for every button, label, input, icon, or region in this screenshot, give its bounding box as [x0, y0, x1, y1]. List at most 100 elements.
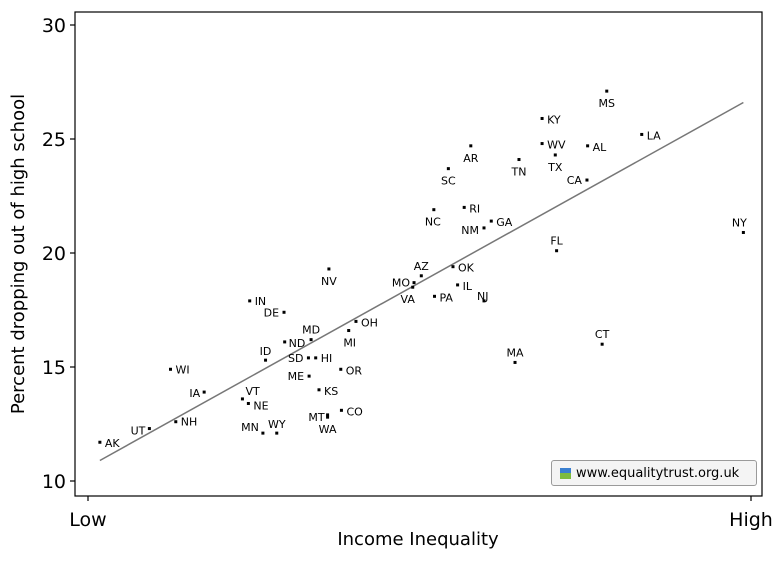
data-label-or: OR	[346, 364, 363, 377]
x-tick-label: High	[729, 509, 773, 531]
data-point-id	[264, 358, 268, 362]
data-label-wy: WY	[268, 418, 286, 431]
data-point-sc	[446, 167, 450, 171]
data-point-nh	[174, 420, 178, 424]
data-label-fl: FL	[550, 235, 563, 248]
data-point-hi	[314, 356, 318, 360]
data-point-nj	[482, 299, 486, 303]
data-point-ky	[540, 116, 544, 120]
data-label-ky: KY	[547, 113, 561, 126]
data-label-de: DE	[264, 306, 279, 319]
data-label-ri: RI	[469, 202, 480, 215]
data-point-nc	[432, 208, 436, 212]
data-point-wi	[169, 367, 172, 371]
y-tick-label: 15	[42, 357, 66, 379]
data-label-va: VA	[401, 293, 416, 306]
data-point-ak	[98, 440, 102, 444]
data-label-ar: AR	[463, 152, 479, 165]
data-label-mi: MI	[343, 337, 356, 350]
data-point-md	[309, 338, 313, 342]
data-label-vt: VT	[245, 385, 260, 398]
data-label-nm: NM	[461, 224, 479, 237]
data-point-de	[282, 310, 286, 314]
data-label-md: MD	[302, 324, 320, 337]
data-point-mt	[326, 413, 330, 417]
data-point-va	[411, 285, 415, 289]
x-axis-title: Income Inequality	[337, 529, 499, 550]
data-point-mi	[347, 329, 351, 333]
y-axis-title: Percent dropping out of high school	[8, 94, 29, 414]
data-point-sd	[306, 356, 310, 360]
plot-frame	[74, 11, 763, 497]
data-point-az	[419, 274, 423, 278]
data-label-ks: KS	[324, 385, 338, 398]
data-label-co: CO	[346, 405, 363, 418]
data-point-ny	[741, 230, 745, 234]
data-point-il	[456, 283, 460, 287]
data-point-ne	[246, 401, 250, 405]
data-label-wa: WA	[319, 423, 337, 436]
data-label-tx: TX	[547, 161, 563, 174]
x-tick-label: Low	[69, 509, 106, 531]
data-label-la: LA	[647, 129, 661, 142]
data-label-sc: SC	[441, 175, 456, 188]
data-label-al: AL	[593, 141, 608, 154]
data-label-wi: WI	[176, 363, 190, 376]
y-tick-label: 25	[42, 129, 66, 151]
data-label-pa: PA	[440, 291, 454, 304]
data-point-ar	[469, 144, 473, 148]
data-label-ms: MS	[599, 97, 615, 110]
data-point-vt	[240, 397, 244, 401]
source-badge: www.equalitytrust.org.uk	[551, 460, 757, 486]
data-point-me	[307, 374, 311, 378]
data-label-hi: HI	[321, 352, 333, 365]
data-point-pa	[433, 294, 436, 298]
y-tick-label: 20	[42, 243, 66, 265]
data-label-nd: ND	[289, 337, 306, 350]
data-label-sd: SD	[288, 352, 303, 365]
data-label-tn: TN	[511, 166, 527, 179]
data-label-ga: GA	[496, 216, 513, 229]
data-point-ok	[451, 265, 455, 269]
data-label-mo: MO	[392, 277, 410, 290]
data-point-tx	[553, 153, 557, 157]
equality-trust-logo-icon	[560, 467, 571, 479]
source-url: www.equalitytrust.org.uk	[576, 465, 740, 481]
data-label-me: ME	[288, 370, 304, 383]
data-point-ks	[317, 388, 321, 392]
data-label-az: AZ	[414, 260, 430, 273]
data-point-wv	[540, 142, 544, 146]
data-point-fl	[555, 249, 559, 253]
data-point-nv	[327, 267, 331, 271]
x-axis: Low High	[69, 496, 773, 531]
data-point-tn	[517, 158, 521, 162]
data-point-oh	[354, 319, 358, 323]
data-point-mn	[261, 431, 265, 435]
data-point-ma	[513, 360, 517, 364]
data-label-il: IL	[463, 280, 473, 293]
data-label-ak: AK	[105, 437, 121, 450]
data-label-nv: NV	[321, 275, 337, 288]
data-point-nd	[283, 340, 287, 344]
data-label-nj: NJ	[477, 290, 488, 303]
data-point-la	[640, 132, 644, 136]
data-label-ma: MA	[507, 346, 524, 359]
data-label-wv: WV	[547, 139, 566, 152]
y-tick-label: 10	[42, 471, 66, 493]
data-label-nh: NH	[181, 416, 198, 429]
data-label-nc: NC	[425, 216, 441, 229]
data-label-mt: MT	[308, 411, 324, 424]
data-label-ia: IA	[189, 387, 200, 400]
y-tick-label: 30	[42, 15, 66, 37]
data-point-al	[586, 144, 590, 148]
trend-line	[99, 101, 744, 462]
data-label-ct: CT	[595, 328, 610, 341]
data-point-co	[339, 408, 343, 412]
data-label-ok: OK	[458, 262, 475, 275]
data-label-ne: NE	[253, 399, 268, 412]
data-label-mn: MN	[241, 421, 259, 434]
data-point-wy	[275, 431, 279, 435]
data-point-ca	[585, 178, 589, 182]
